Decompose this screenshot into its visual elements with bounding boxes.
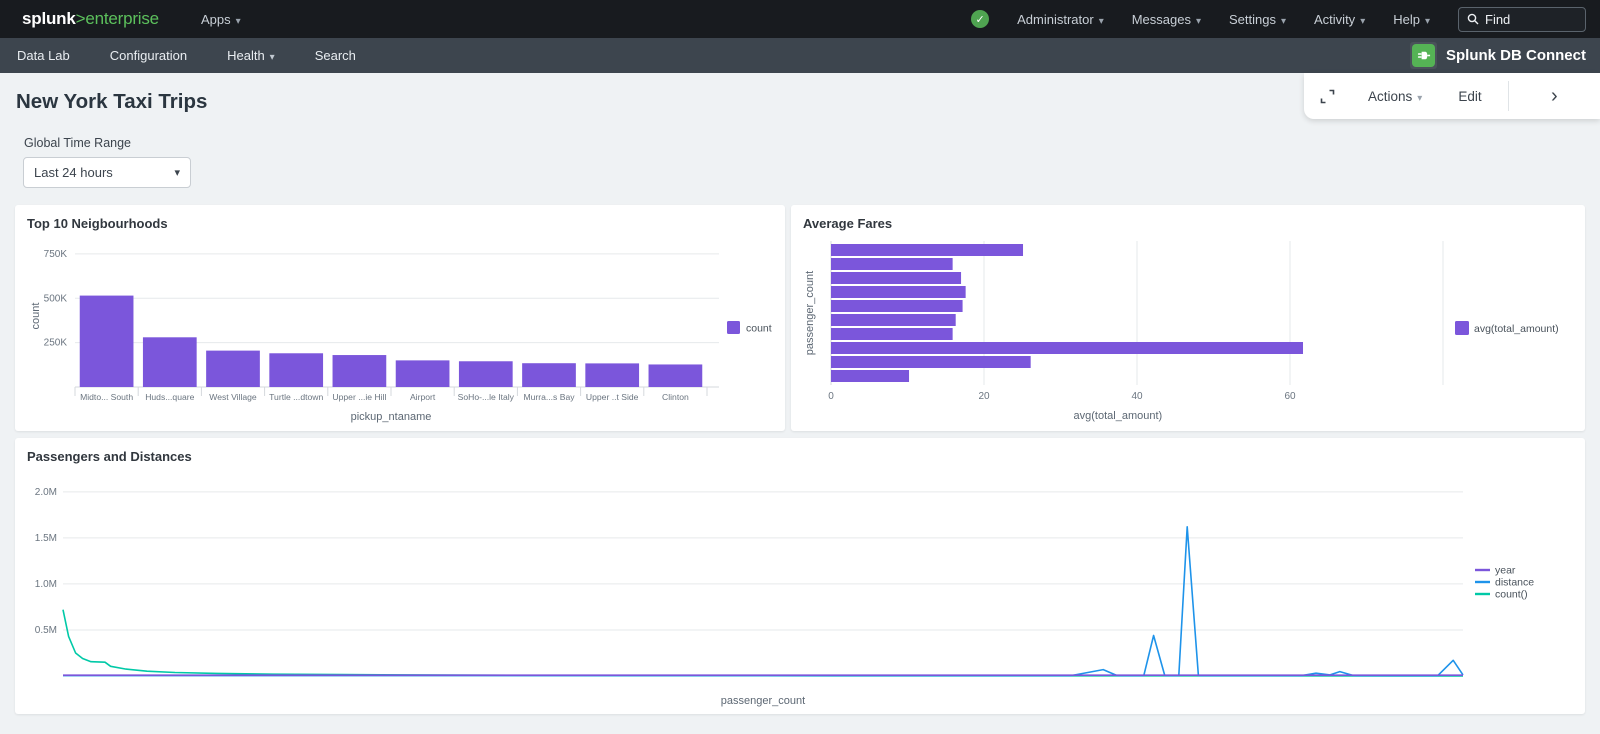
svg-text:Murra...s Bay: Murra...s Bay: [523, 392, 575, 402]
help-menu[interactable]: Help: [1393, 12, 1430, 27]
time-range-label: Global Time Range: [24, 136, 132, 150]
svg-text:count: count: [30, 303, 42, 330]
logo-enterprise-text: enterprise: [85, 9, 159, 28]
svg-text:West Village: West Village: [209, 392, 257, 402]
svg-text:Upper ..t Side: Upper ..t Side: [586, 392, 639, 402]
messages-menu[interactable]: Messages: [1132, 12, 1201, 27]
svg-text:passenger_count: passenger_count: [804, 271, 816, 355]
svg-text:Airport: Airport: [410, 392, 436, 402]
svg-text:0.5M: 0.5M: [35, 625, 57, 636]
svg-text:Midto... South: Midto... South: [80, 392, 133, 402]
svg-text:750K: 750K: [44, 249, 68, 260]
panel-average-fares: Average Fares 0 20 40 60 avg(total_amount) pa…: [791, 205, 1585, 431]
nav-search[interactable]: Search: [314, 48, 356, 63]
plug-icon: [1411, 44, 1435, 67]
panel-top-10-neighbourhoods: Top 10 Neigbourhoods 250K 500K 750K Midto..…: [15, 205, 785, 431]
dashboard-action-bar: Actions Edit: [1304, 73, 1600, 119]
svg-text:60: 60: [1284, 391, 1296, 402]
svg-text:count: count: [746, 323, 772, 335]
time-range-dropdown[interactable]: Last 24 hours: [23, 157, 191, 188]
line-chart-passengers-distances[interactable]: 0.5M 1.0M 1.5M 2.0M passenger_count yeardista…: [27, 470, 1573, 714]
find-search-box[interactable]: [1458, 6, 1586, 32]
edit-button[interactable]: Edit: [1458, 88, 1482, 104]
dashboard-content: New York Taxi Trips Global Time Range La…: [0, 73, 1600, 714]
chevron-right-icon[interactable]: [1509, 85, 1600, 108]
find-input[interactable]: [1485, 11, 1570, 27]
nav-health-menu[interactable]: Health: [227, 48, 275, 63]
actions-button[interactable]: Actions: [1350, 89, 1440, 104]
administrator-menu[interactable]: Administrator: [1017, 12, 1104, 27]
time-range-value: Last 24 hours: [34, 165, 113, 180]
svg-text:1.0M: 1.0M: [35, 579, 57, 590]
svg-text:avg(total_amount): avg(total_amount): [1474, 323, 1559, 335]
svg-text:0: 0: [828, 391, 834, 402]
activity-menu[interactable]: Activity: [1314, 12, 1365, 27]
svg-text:250K: 250K: [44, 338, 68, 349]
nav-configuration[interactable]: Configuration: [109, 48, 188, 63]
search-icon: [1467, 13, 1479, 25]
db-connect-app-tile[interactable]: [1409, 42, 1437, 69]
panel-title-passengers-distances: Passengers and Distances: [27, 449, 192, 464]
svg-text:20: 20: [978, 391, 990, 402]
svg-text:pickup_ntaname: pickup_ntaname: [351, 411, 432, 423]
logo-splunk-text: splunk: [22, 9, 76, 28]
svg-text:distance: distance: [1495, 577, 1534, 589]
panel-passengers-distances: Passengers and Distances 0.5M 1.0M 1.5M 2.0…: [15, 438, 1585, 714]
bar-chart-top-10-neighbourhoods[interactable]: 250K 500K 750K Midto... South Huds...quare We…: [27, 237, 773, 429]
app-navigation-bar: Data Lab Configuration Health Search Spl…: [0, 38, 1600, 73]
svg-text:Clinton: Clinton: [662, 392, 689, 402]
svg-text:2.0M: 2.0M: [35, 487, 57, 498]
panel-title-average-fares: Average Fares: [803, 216, 893, 231]
svg-text:Huds...quare: Huds...quare: [145, 392, 194, 402]
svg-text:SoHo-...le Italy: SoHo-...le Italy: [458, 392, 515, 402]
top-navigation-bar: splunk>enterprise Apps Administrator Mes…: [0, 0, 1600, 38]
svg-text:Upper ...ie Hill: Upper ...ie Hill: [332, 392, 386, 402]
svg-text:Turtle ...dtown: Turtle ...dtown: [269, 392, 323, 402]
panel-title-top-10: Top 10 Neigbourhoods: [27, 216, 168, 231]
svg-text:1.5M: 1.5M: [35, 533, 57, 544]
logo-gt-icon: >: [75, 9, 86, 28]
svg-text:passenger_count: passenger_count: [721, 695, 805, 707]
page-title: New York Taxi Trips: [16, 90, 208, 113]
svg-text:count(): count(): [1495, 589, 1528, 601]
app-name-label: Splunk DB Connect: [1445, 47, 1586, 64]
apps-menu[interactable]: Apps: [201, 12, 241, 27]
health-status-ok-icon[interactable]: [971, 10, 990, 28]
svg-text:year: year: [1495, 565, 1516, 577]
svg-text:40: 40: [1131, 391, 1143, 402]
fullscreen-button[interactable]: [1304, 88, 1350, 105]
nav-data-lab[interactable]: Data Lab: [17, 48, 70, 63]
expand-icon: [1320, 89, 1334, 103]
settings-menu[interactable]: Settings: [1229, 12, 1286, 27]
svg-text:avg(total_amount): avg(total_amount): [1074, 410, 1163, 422]
svg-text:500K: 500K: [44, 293, 68, 304]
splunk-logo[interactable]: splunk>enterprise: [22, 9, 159, 29]
